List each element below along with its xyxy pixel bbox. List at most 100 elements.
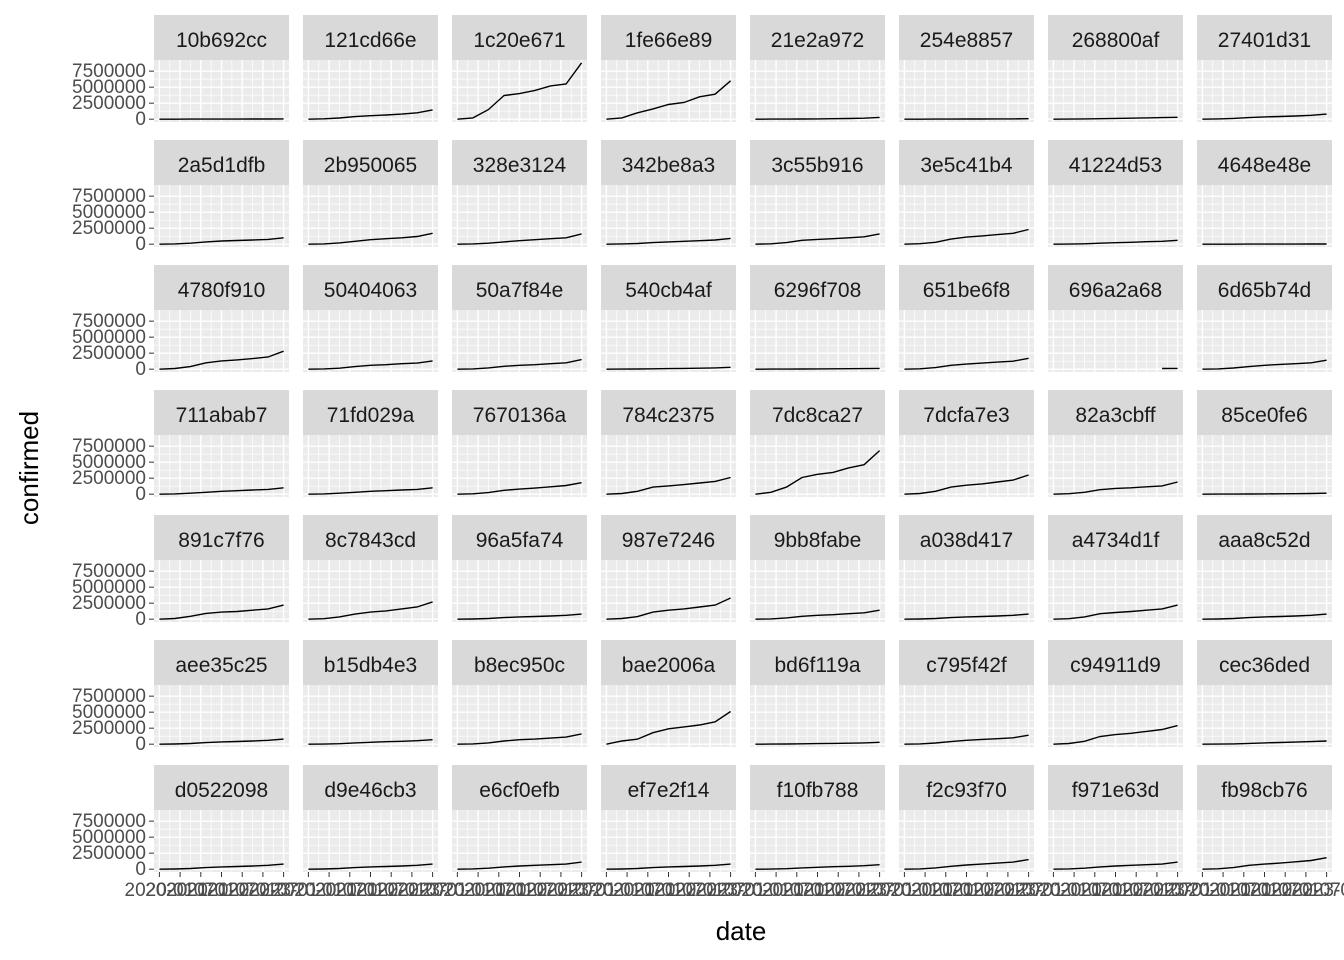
y-tick-label: 7500000 — [72, 311, 146, 332]
x-tick-label: 2023-01 — [994, 880, 1064, 901]
y-tick-label: 7500000 — [72, 186, 146, 207]
facet-strip — [452, 140, 587, 185]
facet-strip — [601, 265, 736, 310]
facet-strip-label: aee35c25 — [175, 654, 267, 677]
series-line — [457, 861, 582, 870]
x-tick-label: 2021-07 — [634, 880, 704, 901]
y-tick-label: 2500000 — [72, 468, 146, 489]
x-tick-label: 2020-01 — [572, 880, 642, 901]
facet-strip — [1197, 265, 1332, 310]
facet-strip — [601, 390, 736, 435]
series-line — [159, 487, 284, 495]
series-line — [904, 118, 1029, 120]
facet-strip — [452, 15, 587, 60]
facet-strip — [750, 765, 885, 810]
x-tick-label: 2023-01 — [398, 880, 468, 901]
x-tick-label: 2021-07 — [1081, 880, 1151, 901]
x-tick-label: 2023-01 — [249, 880, 319, 901]
facet-strip-label: bae2006a — [622, 654, 716, 677]
x-tick-label: 2021-07 — [1230, 880, 1300, 901]
facet-strip-label: 85ce0fe6 — [1221, 404, 1307, 427]
x-tick-label: 2022-07 — [675, 880, 745, 901]
facet-strip-label: b8ec950c — [474, 654, 565, 677]
facet-strip-label: 711abab7 — [176, 404, 268, 427]
series-line — [904, 357, 1029, 370]
facet-strip-label: 71fd029a — [327, 404, 415, 427]
x-tick-label: 2020-07 — [1188, 880, 1258, 901]
x-tick-label: 2020-01 — [870, 880, 940, 901]
series-line — [1202, 740, 1327, 745]
facet-strip-label: 82a3cbff — [1075, 404, 1155, 427]
facet-strip-label: 7dc8ca27 — [772, 404, 863, 427]
series-line — [1202, 359, 1327, 370]
series-line — [1053, 604, 1178, 620]
x-tick-label: 2020-01 — [1168, 880, 1238, 901]
facet-strip-label: 50a7f84e — [476, 279, 564, 302]
x-tick-label: 2021-07 — [932, 880, 1002, 901]
series-line — [755, 741, 880, 745]
facet-strip — [154, 515, 289, 560]
facet-strip — [303, 390, 438, 435]
series-line — [159, 738, 284, 745]
series-line — [159, 237, 284, 245]
facet-strip — [154, 390, 289, 435]
facet-strip — [1048, 390, 1183, 435]
x-tick-label: 2020-07 — [741, 880, 811, 901]
facet-strip — [1197, 765, 1332, 810]
x-tick-label: 2022-01 — [1101, 880, 1171, 901]
facet-strip-label: 1fe66e89 — [625, 29, 713, 52]
y-tick-label: 2500000 — [72, 593, 146, 614]
y-tick-label: 0 — [135, 234, 146, 255]
facet-strip-label: d0522098 — [175, 779, 268, 802]
facet-strip — [1048, 640, 1183, 685]
y-tick-label: 2500000 — [72, 218, 146, 239]
series-line — [904, 613, 1029, 620]
x-tick-label: 2020-01 — [274, 880, 344, 901]
x-tick-label: 2022-07 — [1271, 880, 1341, 901]
facet-strip-label: 987e7246 — [622, 529, 715, 552]
facet-strip — [1048, 265, 1183, 310]
facet-strip-label: bd6f119a — [774, 654, 860, 677]
facet-strip — [154, 140, 289, 185]
series-line — [308, 863, 433, 870]
facet-strip-label: 7670136a — [473, 404, 567, 427]
facet-strip — [750, 390, 885, 435]
facet-strip — [1048, 140, 1183, 185]
y-tick-label: 5000000 — [72, 827, 146, 848]
x-tick-label: 2020-07 — [1039, 880, 1109, 901]
y-tick-label: 5000000 — [72, 452, 146, 473]
x-tick-label: 2022-01 — [505, 880, 575, 901]
facet-strip — [154, 265, 289, 310]
facet-strip — [899, 640, 1034, 685]
facet-strip — [303, 265, 438, 310]
facet-strip — [899, 390, 1034, 435]
x-tick-label: 2021-07 — [187, 880, 257, 901]
x-tick-label: 2020-01 — [125, 880, 195, 901]
facet-strip-label: e6cf0efb — [479, 779, 560, 802]
x-tick-label: 2021-01 — [315, 880, 385, 901]
facet-strip-label: 540cb4af — [625, 279, 712, 302]
x-tick-label: 2020-01 — [1019, 880, 1089, 901]
x-tick-label: 2023-01 — [1143, 880, 1213, 901]
facet-strip-label: 96a5fa74 — [476, 529, 564, 552]
facet-strip — [1197, 140, 1332, 185]
x-tick-label: 2020-01 — [423, 880, 493, 901]
facet-strip-label: 121cd66e — [324, 29, 416, 52]
y-tick-label: 7500000 — [72, 436, 146, 457]
facet-strip — [750, 515, 885, 560]
y-tick-label: 0 — [135, 734, 146, 755]
series-line — [308, 109, 433, 120]
y-tick-label: 2500000 — [72, 843, 146, 864]
y-tick-label: 0 — [135, 359, 146, 380]
y-tick-label: 7500000 — [72, 811, 146, 832]
x-tick-label: 2022-07 — [1122, 880, 1192, 901]
x-tick-label: 2023-01 — [696, 880, 766, 901]
x-tick-label: 2022-01 — [803, 880, 873, 901]
series-line — [1053, 861, 1178, 870]
facet-strip-label: f2c93f70 — [926, 779, 1007, 802]
facet-strip-label: 651be6f8 — [923, 279, 1011, 302]
facet-strip — [303, 140, 438, 185]
facet-strip-label: 1c20e671 — [473, 29, 565, 52]
y-tick-label: 2500000 — [72, 93, 146, 114]
